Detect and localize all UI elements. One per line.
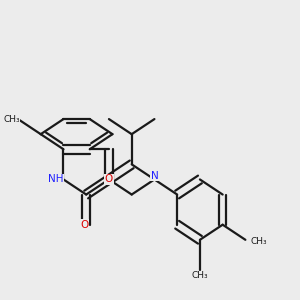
Text: O: O <box>105 174 113 184</box>
Text: CH₃: CH₃ <box>3 115 20 124</box>
Text: CH₃: CH₃ <box>192 271 208 280</box>
Text: CH₃: CH₃ <box>250 237 267 246</box>
Text: O: O <box>80 220 89 230</box>
Text: N: N <box>151 171 158 181</box>
Text: NH: NH <box>48 174 63 184</box>
